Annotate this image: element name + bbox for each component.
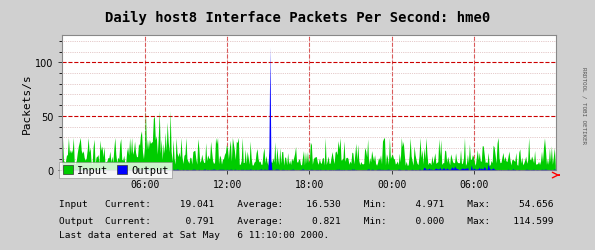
Y-axis label: Packets/s: Packets/s (22, 73, 32, 134)
Legend: Input, Output: Input, Output (60, 162, 172, 179)
Text: Daily host8 Interface Packets Per Second: hme0: Daily host8 Interface Packets Per Second… (105, 11, 490, 25)
Text: Input   Current:     19.041    Average:    16.530    Min:     4.971    Max:     : Input Current: 19.041 Average: 16.530 Mi… (60, 199, 554, 208)
Text: RRDTOOL / TOBI OETIKER: RRDTOOL / TOBI OETIKER (582, 67, 587, 143)
Text: Output  Current:      0.791    Average:     0.821    Min:     0.000    Max:    1: Output Current: 0.791 Average: 0.821 Min… (60, 216, 554, 225)
Text: Last data entered at Sat May   6 11:10:00 2000.: Last data entered at Sat May 6 11:10:00 … (60, 230, 330, 239)
